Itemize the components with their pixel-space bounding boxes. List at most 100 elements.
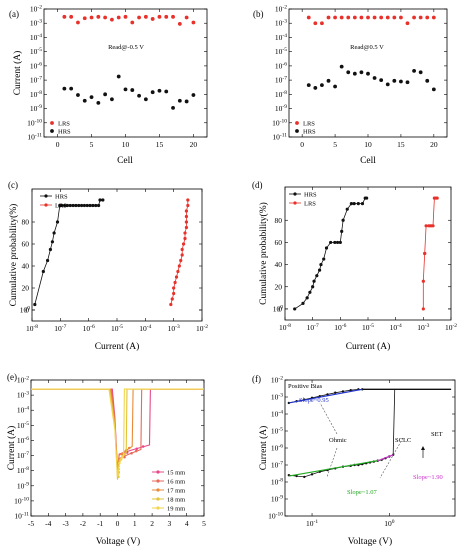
data-point-lrs [170,297,174,301]
data-point-lrs [184,225,189,230]
data-point-lrs [431,224,435,228]
data-point-lrs [173,280,177,285]
x-tick-label: 4 [185,519,189,528]
x-tick-label: -4 [45,519,51,528]
x-tick-label: 10 [364,140,372,149]
panel-e: (e) -5 -4 -3 -2 -1 0 1 2 3 4 5 10-11 10-10 10-9 10-8 10-… [6,372,206,547]
data-point-lrs [62,14,67,19]
y-tick-label: 10-6 [271,444,283,453]
data-point-lrs [76,20,80,25]
legend-label: HRS [303,128,316,135]
y-tick-label: 10-5 [17,421,29,430]
data-point-hrs [392,78,397,83]
legend-label: 18 mm [167,496,185,503]
x-axis-label: Current (A) [346,341,391,352]
iv-point [349,389,352,392]
y-tick-label: 10-2 [30,5,42,14]
panel-a: (a) 0 5 10 15 20 10-11 10-10 10-9 10-8 10-7 10-6 10-… [9,5,208,166]
y-tick-label: 10-3 [275,19,287,28]
y-tick-label: 10-8 [271,478,283,487]
x-axis-label: Cell [117,156,133,166]
panel-label: (c) [8,180,18,190]
data-point-lrs [421,307,425,311]
y-axis-label: Cumulative probability(%) [258,202,269,305]
data-point-hrs [164,89,169,94]
data-point-lrs [346,15,351,20]
x-tick-label: 0 [116,519,120,528]
legend-label: HRS [304,191,317,198]
data-point-lrs [143,14,148,19]
data-point-lrs [177,264,181,268]
y-tick-label: 60 [275,238,283,247]
sweep-point [118,461,121,465]
data-point-hrs [412,68,416,73]
y-tick-label: 10-4 [30,33,42,42]
legend-marker [44,194,48,198]
fit-line [377,454,394,462]
data-point-hrs [360,202,365,206]
x-tick-label: -2 [80,519,86,528]
data-point-hrs [116,74,121,79]
data-point-hrs [82,98,87,103]
y-axis-label: Current (A) [12,51,23,96]
data-point-hrs [335,240,340,245]
panel-label: (e) [7,372,17,382]
y-tick-label: 10-9 [30,104,42,113]
y-tick-label: 10-3 [30,19,42,28]
x-tick-label: 3 [168,519,172,528]
x-tick-label: -5 [28,519,34,528]
data-point-hrs [94,203,98,208]
x-tick-label: 5 [90,140,94,149]
fit-annotation: Ohmic [329,437,347,444]
data-point-hrs [74,203,78,208]
data-point-hrs [345,207,349,211]
fit-annotation: Slope~0.95 [299,397,329,404]
legend-label: LRS [55,202,67,209]
y-tick-label: 10-3 [17,391,29,400]
data-point-hrs [315,274,319,278]
data-point-lrs [352,15,357,20]
legend-label: HRS [58,128,71,135]
x-tick-label: 0 [300,140,304,149]
data-point-lrs [169,302,173,307]
data-point-hrs [157,88,162,93]
guide-line [379,437,404,479]
data-point-hrs [349,202,353,206]
y-tick-label: 10-5 [275,47,287,56]
x-tick-label: 10-5 [111,324,123,333]
data-point-hrs [293,307,297,311]
data-point-hrs [177,98,182,103]
data-point-hrs [379,78,384,83]
data-point-lrs [150,17,155,21]
data-point-hrs [366,71,370,76]
x-tick-label: 10-4 [390,323,402,332]
data-point-lrs [184,15,189,20]
x-tick-label: 5 [202,519,206,528]
data-point-lrs [424,224,428,228]
data-point-lrs [313,21,318,26]
sweep-point [119,458,123,461]
data-point-lrs [69,14,74,19]
data-point-hrs [101,198,105,202]
x-tick-label: 5 [333,140,337,149]
data-point-lrs [82,16,87,21]
data-point-hrs [399,79,403,84]
data-point-hrs [55,220,60,224]
data-point-hrs [385,82,390,87]
y-tick-label: 60 [22,240,30,249]
x-tick-label: 10-6 [334,323,346,332]
x-tick-label: 15 [156,140,164,149]
iv-point [295,474,298,478]
data-point-lrs [180,247,184,252]
data-point-hrs [346,70,351,75]
fit-annotation: SET [431,431,443,438]
data-point-lrs [176,269,180,274]
data-point-hrs [150,90,155,95]
panel-label: (b) [253,9,264,19]
x-tick-label: 10-5 [362,323,374,332]
data-point-hrs [333,240,337,245]
data-point-lrs [359,15,364,20]
data-point-lrs [191,20,196,25]
y-tick-label: 10-11 [272,133,287,142]
